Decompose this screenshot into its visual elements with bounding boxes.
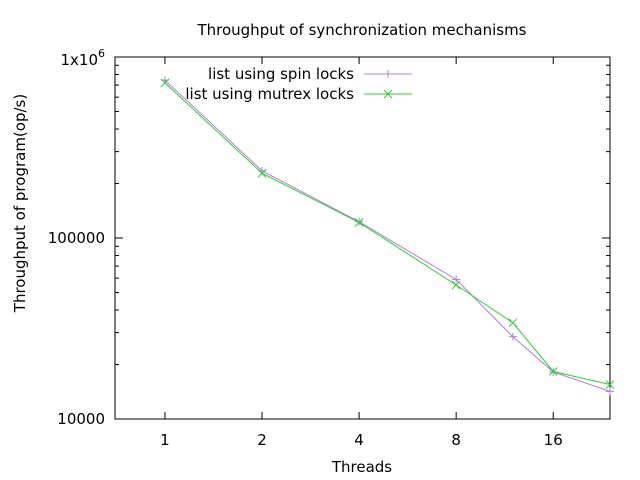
legend: list using spin locks list using mutrex l… (185, 65, 412, 103)
x-tick-label: 2 (257, 431, 267, 449)
x-tick-label: 8 (451, 431, 461, 449)
data-point (548, 367, 558, 376)
y-tick-label: 1x106 (60, 47, 105, 69)
chart-title: Throughput of synchronization mechanisms (196, 21, 526, 39)
x-axis-label: Threads (331, 458, 392, 476)
legend-label: list using mutrex locks (185, 85, 354, 103)
data-point (451, 280, 461, 290)
x-tick-label: 1 (160, 431, 170, 449)
data-point (452, 275, 461, 284)
legend-label: list using spin locks (208, 65, 354, 83)
legend-marker (383, 89, 393, 99)
data-point (354, 218, 364, 227)
series-2 (160, 78, 615, 389)
data-point (257, 168, 267, 178)
y-tick-superscript: 6 (98, 47, 105, 60)
x-tick-label: 16 (544, 431, 563, 449)
y-tick-label: 10000 (57, 410, 105, 428)
axes-group: 1 2 4 8 16 10000 100000 1x106 (48, 47, 610, 449)
y-axis-label: Throughput of program(op/s) (11, 94, 29, 313)
y-tick-label: 100000 (48, 229, 105, 247)
data-point (508, 332, 517, 341)
data-point (508, 318, 518, 328)
data-point (605, 380, 615, 389)
series-group (160, 76, 615, 396)
legend-marker (384, 70, 392, 78)
data-point (606, 387, 614, 396)
data-point (160, 78, 170, 88)
x-tick-label: 4 (354, 431, 364, 449)
